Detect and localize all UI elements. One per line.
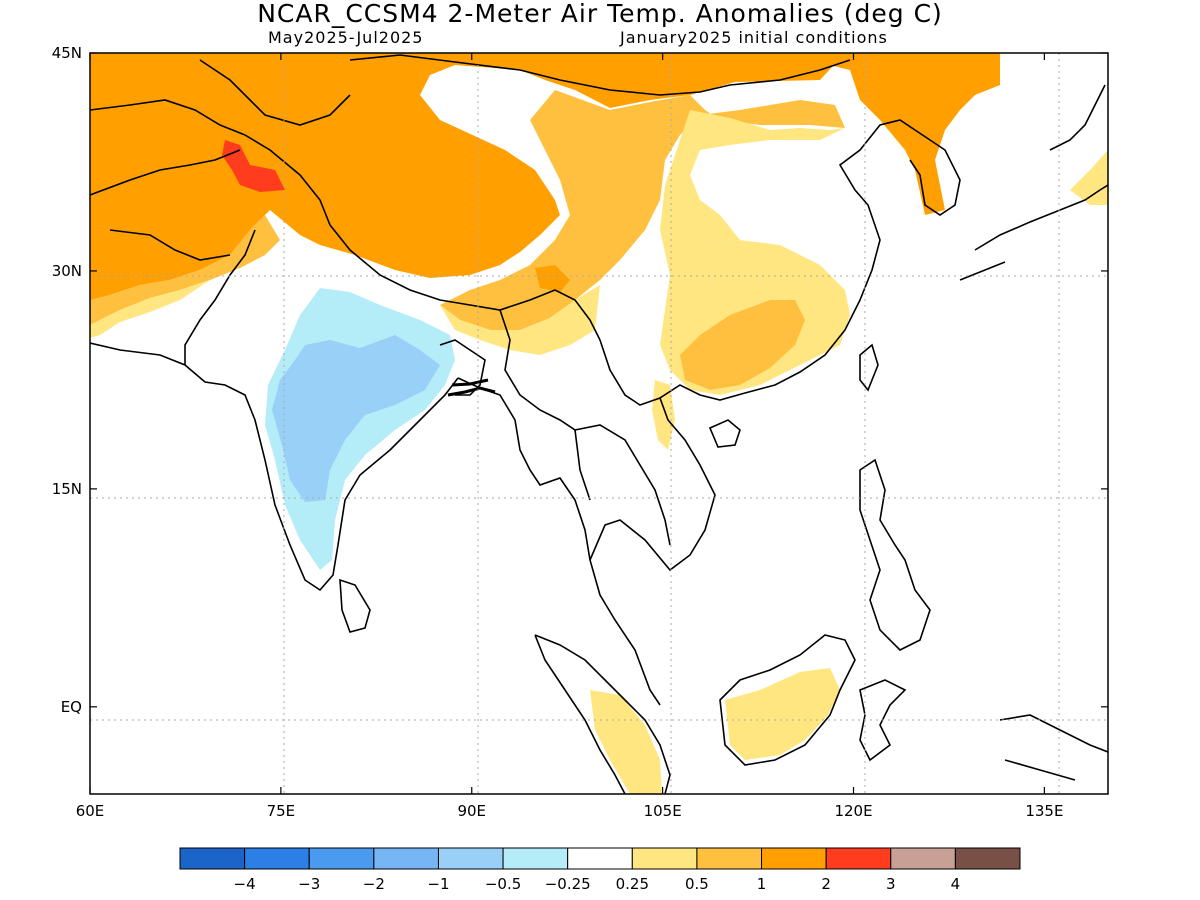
lat-tick-label: EQ <box>61 698 82 716</box>
colorbar-swatch <box>955 848 1020 869</box>
colorbar-label: 0.25 <box>616 875 649 893</box>
lon-tick-label: 90E <box>457 802 486 820</box>
coastline-new-guinea <box>1000 715 1108 780</box>
colorbar-swatch <box>309 848 374 869</box>
anomaly-region-yellow-sumatra <box>590 690 662 794</box>
lon-tick-label: 105E <box>644 802 682 820</box>
colorbar-label: −0.5 <box>485 875 521 893</box>
colorbar-label: 2 <box>821 875 831 893</box>
colorbar-swatch <box>180 848 245 869</box>
lon-tick-label: 75E <box>267 802 296 820</box>
colorbar-label: −3 <box>298 875 320 893</box>
colorbar-swatch <box>374 848 439 869</box>
anomaly-region-blue-india <box>272 335 440 502</box>
lat-tick-label: 45N <box>52 44 82 62</box>
colorbar-swatch <box>245 848 310 869</box>
colorbar-swatch <box>826 848 891 869</box>
colorbar-swatch <box>891 848 956 869</box>
colorbar-swatch <box>697 848 762 869</box>
colorbar: −4 −3 −2 −1 −0.5 −0.25 0.25 0.5 1 2 3 4 <box>180 848 1020 893</box>
colorbar-label: −2 <box>363 875 385 893</box>
colorbar-swatch <box>762 848 827 869</box>
coastline-sri-lanka <box>340 580 370 632</box>
coastline-hainan <box>710 420 740 447</box>
coastline-philippines <box>860 460 930 650</box>
anomaly-field <box>90 53 1108 794</box>
colorbar-swatch <box>568 848 633 869</box>
lon-tick-label: 60E <box>76 802 105 820</box>
colorbar-label: −1 <box>427 875 449 893</box>
coastline-bay-to-malaysia <box>458 378 660 705</box>
anomaly-region-yellow-borneo <box>725 668 840 760</box>
colorbar-label: 1 <box>757 875 767 893</box>
coastline-taiwan <box>860 345 878 390</box>
colorbar-label: −4 <box>234 875 256 893</box>
colorbar-swatch <box>503 848 568 869</box>
lat-tick-label: 15N <box>52 480 82 498</box>
lon-tick-label: 135E <box>1025 802 1063 820</box>
colorbar-label: −0.25 <box>545 875 591 893</box>
lat-tick-label: 30N <box>52 262 82 280</box>
colorbar-label: 0.5 <box>685 875 709 893</box>
lon-tick-label: 120E <box>834 802 872 820</box>
colorbar-label: 3 <box>886 875 896 893</box>
colorbar-swatch <box>632 848 697 869</box>
colorbar-swatch <box>438 848 503 869</box>
colorbar-label: 4 <box>951 875 961 893</box>
anomaly-region-yellow-east-china <box>660 110 845 250</box>
